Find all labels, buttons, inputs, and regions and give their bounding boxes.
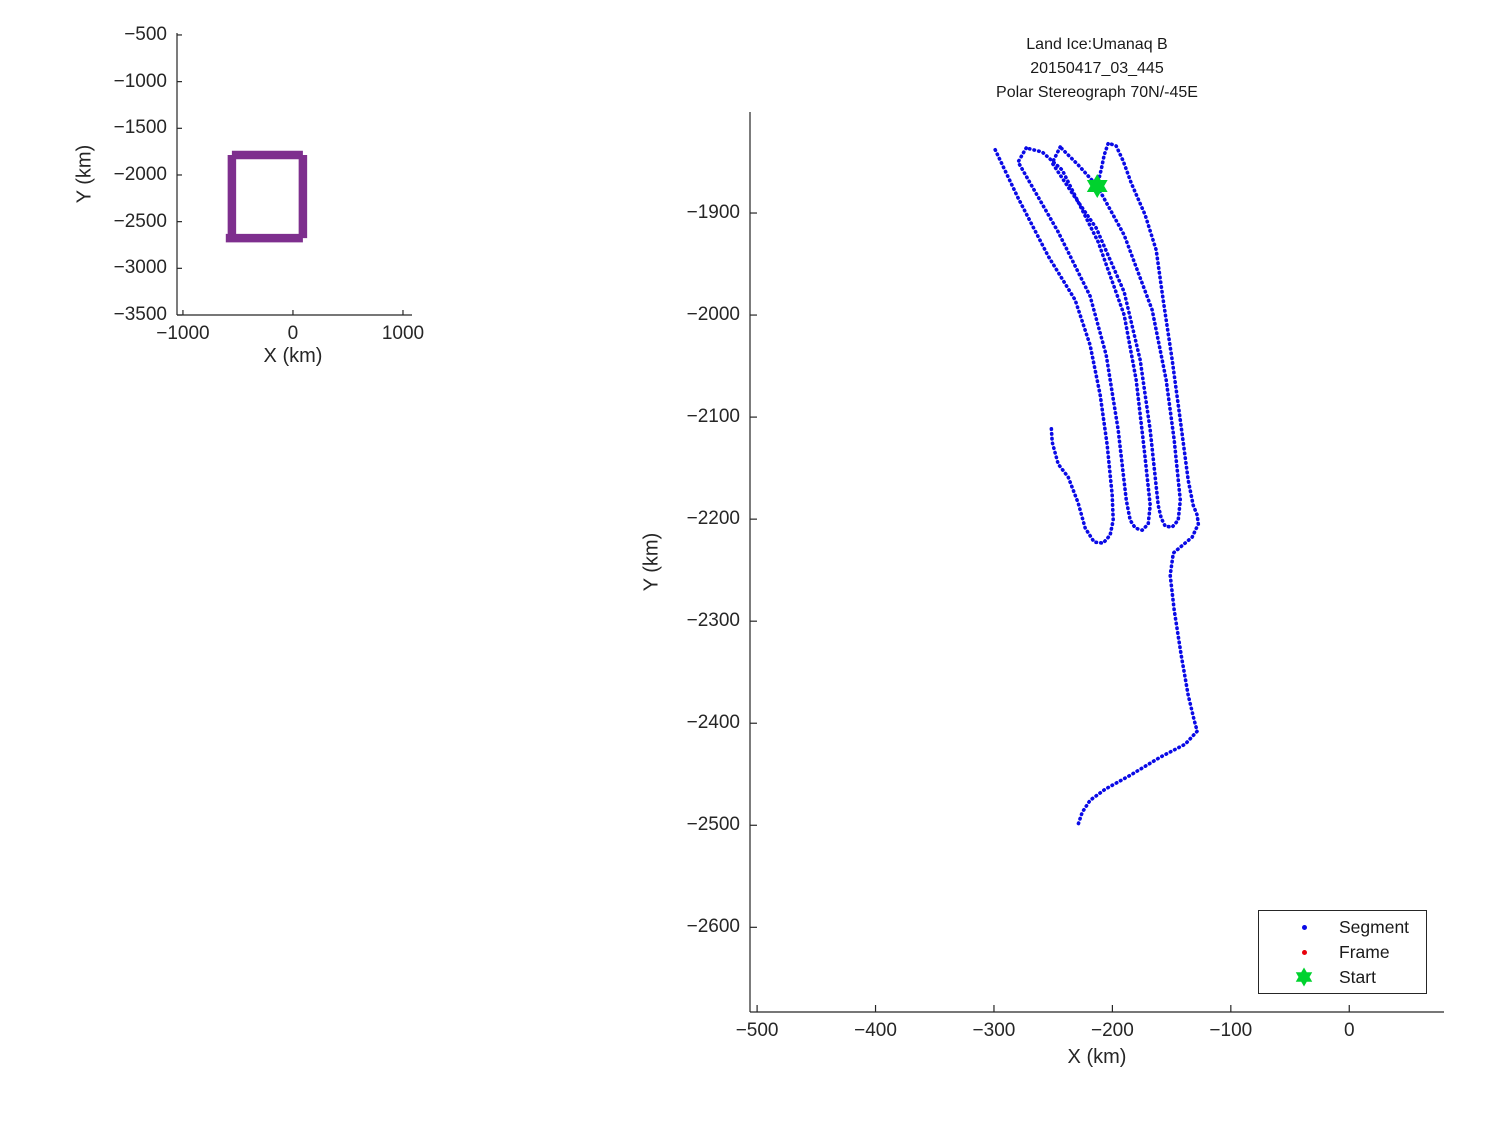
segment-dot-icon: [1301, 924, 1307, 930]
inset-y-tick-label: −500: [124, 23, 167, 45]
title-line-flight-id: 20150417_03_445: [1030, 60, 1164, 77]
inset-x-tick-label: −1000: [156, 323, 210, 344]
inset-x-axis-label: X (km): [263, 345, 323, 367]
inset-y-tick-label: −2000: [113, 163, 167, 185]
main-y-tick-label: −1900: [686, 202, 740, 224]
legend-label-start: Start: [1339, 966, 1376, 987]
title-line-campaign: Land Ice:Umanaq B: [1026, 36, 1168, 53]
main-x-tick-label: −200: [1090, 1020, 1134, 1041]
main-x-tick-label: −400: [854, 1020, 897, 1041]
main-x-tick-label: 0: [1343, 1020, 1355, 1041]
segment-path: [1050, 145, 1183, 529]
main-y-tick-label: −2600: [686, 916, 740, 938]
legend-entry-segment: Segment: [1259, 915, 1426, 940]
main-x-tick-label: −500: [735, 1020, 779, 1041]
frame-dot-icon: [1301, 949, 1307, 955]
legend-label-frame: Frame: [1339, 941, 1390, 962]
main-x-tick-label: −100: [1209, 1020, 1253, 1041]
inset-y-tick-label: −2500: [113, 210, 167, 232]
main-plot-title: Land Ice:Umanaq B 20150417_03_445 Polar …: [996, 33, 1198, 105]
legend-entry-frame: Frame: [1259, 940, 1426, 965]
inset-y-axis-label: Y (km): [73, 144, 96, 204]
main-y-tick-label: −2200: [686, 508, 740, 530]
inset-x-tick-label: 1000: [381, 323, 425, 344]
main-y-tick-label: −2100: [686, 406, 740, 428]
segment-path: [993, 148, 1115, 545]
main-y-tick-label: −2400: [686, 712, 740, 734]
inset-y-tick-label: −3500: [113, 304, 167, 325]
main-x-axis-label: X (km): [1067, 1046, 1127, 1068]
start-marker: [1086, 173, 1108, 198]
segment-path: [1075, 141, 1201, 830]
main-y-tick-label: −2000: [686, 304, 740, 326]
inset-y-tick-label: −3000: [113, 257, 167, 279]
inset-y-tick-label: −1000: [113, 70, 167, 92]
legend-entry-start: Start: [1259, 965, 1426, 990]
main-x-tick-label: −300: [972, 1020, 1016, 1041]
legend: Segment Frame Start: [1258, 910, 1427, 994]
title-line-projection: Polar Stereograph 70N/-45E: [996, 84, 1198, 101]
main-y-tick-label: −2500: [686, 814, 740, 836]
main-y-axis-label: Y (km): [640, 532, 663, 592]
main-y-tick-label: −2300: [686, 610, 740, 632]
inset-y-tick-label: −1500: [113, 117, 167, 139]
inset-x-tick-label: 0: [287, 323, 299, 344]
legend-label-segment: Segment: [1339, 916, 1410, 937]
segment-path: [1016, 146, 1152, 533]
start-hexagram-icon: [1295, 967, 1313, 987]
